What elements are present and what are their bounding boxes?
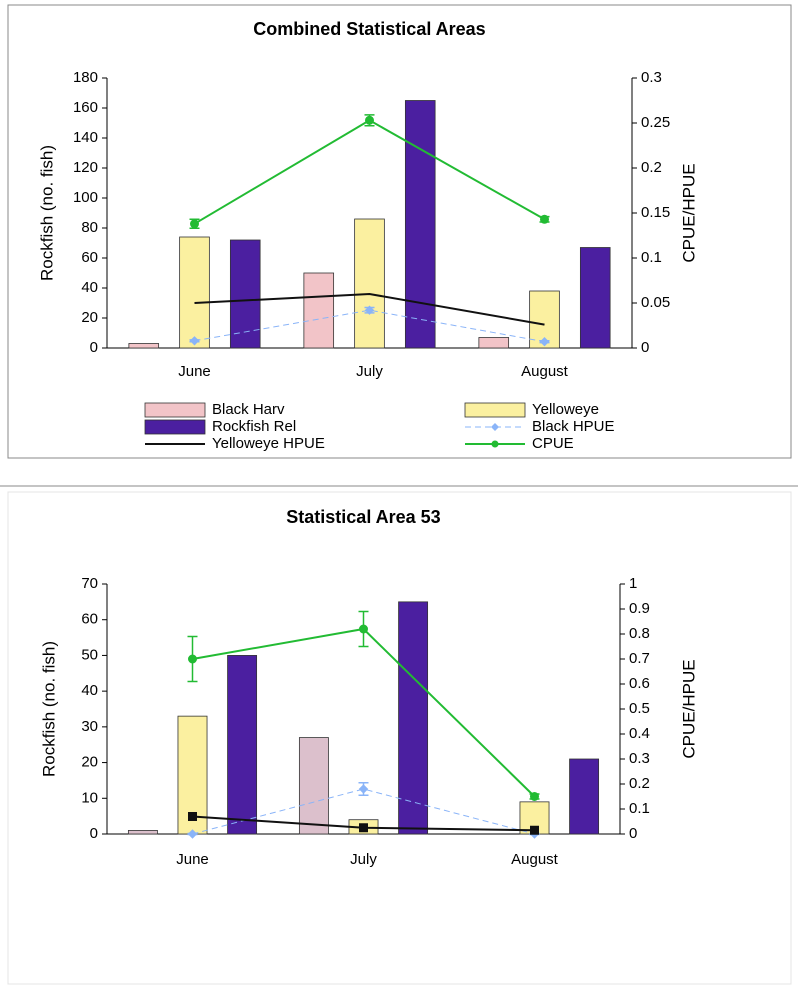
y2-tick-label: 0.15 [641, 204, 670, 221]
y2-tick-label: 0.9 [629, 600, 650, 617]
y-tick-label: 160 [73, 99, 98, 116]
y-tick-label: 20 [81, 309, 98, 326]
bar [398, 601, 429, 835]
line-marker [359, 624, 368, 634]
y-tick-label: 50 [81, 646, 98, 663]
series-line [192, 788, 535, 835]
y2-tick-label: 1 [629, 575, 637, 592]
y2-tick-label: 0.1 [629, 800, 650, 817]
line-marker [358, 784, 369, 794]
legend-swatch [144, 419, 206, 435]
bar [404, 100, 436, 349]
legend-label: Black HPUE [532, 418, 615, 435]
legend-swatch [491, 423, 499, 431]
y2-tick-label: 0.3 [641, 69, 662, 86]
bar [298, 737, 329, 835]
legend-swatch [144, 402, 206, 418]
bar [128, 343, 160, 349]
y-tick-label: 80 [81, 219, 98, 236]
bar [127, 830, 158, 835]
y2-tick-label: 0.25 [641, 114, 670, 131]
x-tick-label: July [350, 851, 377, 868]
legend-label: Black Harv [212, 401, 285, 418]
line-marker [188, 654, 197, 664]
bar [354, 218, 385, 349]
bar [179, 236, 210, 349]
line-marker [365, 115, 374, 125]
chart-frame [7, 4, 792, 459]
y-tick-label: 180 [73, 69, 98, 86]
y-tick-label: 40 [81, 279, 98, 296]
y-axis-label: Rockfish (no. fish) [39, 641, 58, 777]
x-tick-label: June [176, 851, 209, 868]
x-tick-label: July [356, 363, 383, 380]
line-marker [530, 792, 539, 801]
line-marker [359, 823, 368, 833]
x-tick-label: June [178, 363, 211, 380]
y-tick-label: 100 [73, 189, 98, 206]
y-tick-label: 0 [90, 339, 98, 356]
legend-swatch [491, 440, 499, 448]
bar [303, 272, 335, 349]
legend-label: Rockfish Rel [212, 418, 296, 435]
y2-tick-label: 0.4 [629, 725, 650, 742]
y2-axis-label: CPUE/HPUE [679, 659, 698, 758]
chart-title: Statistical Area 53 [286, 507, 440, 527]
bar [579, 247, 611, 349]
legend-label: Yelloweye HPUE [212, 435, 325, 452]
y-tick-label: 60 [81, 611, 98, 628]
line-marker [364, 305, 375, 315]
chart-frame [7, 491, 792, 985]
y-tick-label: 40 [81, 682, 98, 699]
legend-swatch [464, 402, 526, 418]
legend-label: CPUE [532, 435, 574, 452]
y2-tick-label: 0.1 [641, 249, 662, 266]
y-tick-label: 30 [81, 718, 98, 735]
line-marker [530, 825, 539, 835]
y2-axis-label: CPUE/HPUE [679, 163, 698, 262]
x-tick-label: August [511, 851, 559, 868]
y2-tick-label: 0.2 [641, 159, 662, 176]
line-marker [187, 829, 198, 839]
x-tick-label: August [521, 363, 569, 380]
y2-tick-label: 0.6 [629, 675, 650, 692]
y-tick-label: 70 [81, 575, 98, 592]
bar [227, 655, 258, 835]
y2-tick-label: 0.3 [629, 750, 650, 767]
y2-tick-label: 0.7 [629, 650, 650, 667]
y-tick-label: 120 [73, 159, 98, 176]
series-line [193, 119, 545, 225]
line-marker [189, 336, 200, 346]
y-axis-label: Rockfish (no. fish) [37, 145, 56, 281]
y-tick-label: 140 [73, 129, 98, 146]
bar [569, 758, 600, 835]
y2-tick-label: 0 [641, 339, 649, 356]
y2-tick-label: 0.05 [641, 294, 670, 311]
y-tick-label: 0 [90, 825, 98, 842]
y-tick-label: 60 [81, 249, 98, 266]
line-marker [539, 336, 550, 347]
chart-title: Combined Statistical Areas [253, 19, 485, 39]
line-marker [190, 219, 199, 229]
y-tick-label: 10 [81, 789, 98, 806]
series-line [194, 292, 545, 326]
bar [478, 337, 510, 349]
y2-tick-label: 0.8 [629, 625, 650, 642]
legend-label: Yelloweye [532, 401, 599, 418]
y2-tick-label: 0.2 [629, 775, 650, 792]
line-marker [540, 214, 549, 224]
line-marker [188, 812, 197, 821]
y2-tick-label: 0.5 [629, 700, 650, 717]
y2-tick-label: 0 [629, 825, 637, 842]
y-tick-label: 20 [81, 754, 98, 771]
